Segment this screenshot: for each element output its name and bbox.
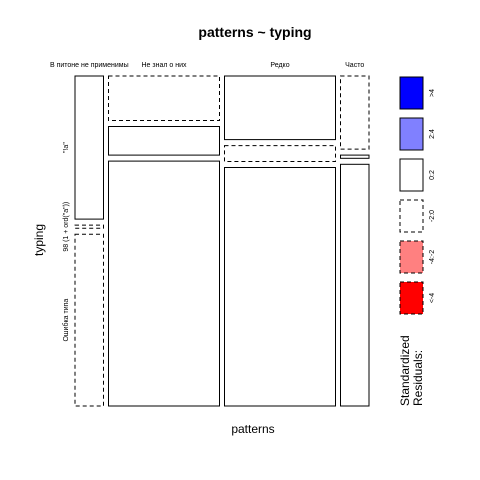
chart-title: patterns ~ typing — [198, 24, 311, 40]
mosaic-cell — [340, 163, 370, 407]
mosaic-cell — [224, 145, 336, 163]
legend-swatch — [399, 76, 424, 110]
mosaic-cell — [74, 224, 104, 229]
legend-swatch — [399, 199, 424, 233]
legend-swatch — [399, 281, 424, 315]
legend-swatch — [399, 117, 424, 151]
mosaic-cell — [74, 233, 104, 407]
legend-title-line1: Standardized — [398, 335, 412, 406]
legend-label: -2:0 — [429, 210, 436, 222]
mosaic-cells — [74, 75, 370, 407]
legend-label: >4 — [429, 89, 436, 97]
mosaic-cell — [74, 75, 104, 220]
column-header: Не знал о них — [141, 62, 187, 69]
row-header: Ошибка типа — [62, 299, 70, 342]
row-header: 98 (1 + ord("a")) — [63, 202, 70, 252]
mosaic-cell — [108, 75, 220, 121]
legend-swatch — [399, 158, 424, 192]
legend-label: <-4 — [429, 293, 436, 303]
mosaic-cell — [340, 154, 370, 159]
mosaic-cell — [108, 126, 220, 156]
legend-label: 0:2 — [429, 170, 436, 180]
legend-swatch — [399, 240, 424, 274]
y-axis-label: typing — [32, 224, 46, 256]
legend-label: 2:4 — [429, 129, 436, 139]
mosaic-cell — [224, 167, 336, 407]
legend-label: -4:-2 — [429, 250, 436, 265]
mosaic-cell — [108, 160, 220, 407]
legend: >4 2:4 0:2 -2:0 -4:-2 <-4 — [399, 76, 436, 315]
legend-title-line2: Residuals: — [411, 350, 425, 406]
row-header: "!a" — [63, 142, 70, 153]
x-axis-label: patterns — [231, 422, 274, 436]
column-header: Редко — [270, 62, 289, 69]
row-headers: "!a" 98 (1 + ord("a")) Ошибка типа — [62, 142, 70, 342]
mosaic-cell — [224, 75, 336, 141]
column-headers: В питоне не применимы Не знал о них Редко Ч… — [50, 62, 364, 69]
mosaic-cell — [340, 75, 370, 150]
column-header: В питоне не применимы — [50, 62, 129, 69]
column-header: Часто — [345, 62, 364, 69]
